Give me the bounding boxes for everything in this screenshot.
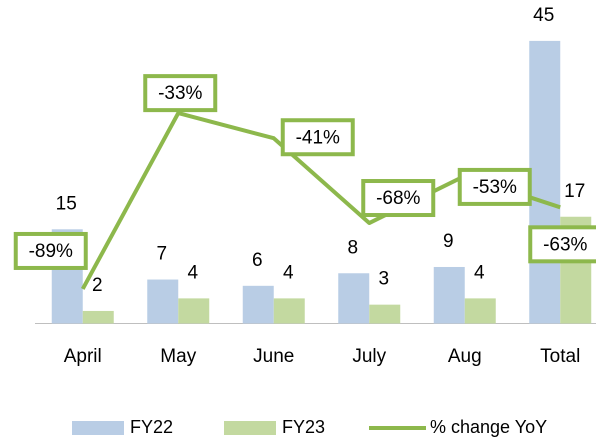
label-box [457,167,532,206]
label-box [280,118,355,157]
legend-label: FY23 [282,417,325,437]
x-tick-label: May [160,346,196,367]
bar-label: 4 [283,262,294,283]
legend-label: % change YoY [430,417,547,437]
bar [273,298,305,324]
bar-label: 6 [252,250,263,271]
line-label: -68% [376,188,420,209]
x-tick-label: June [253,346,294,367]
bar [178,298,210,324]
x-tick-label: Total [540,346,580,367]
bar [529,40,561,324]
bar-label: 4 [474,262,485,283]
bar-label: 15 [56,193,77,214]
bar-label: 9 [443,231,454,252]
label-box [13,231,88,270]
x-tick-label: Aug [448,346,482,367]
x-tick-label: April [64,346,102,367]
legend-swatch [72,421,124,435]
line-label: -53% [473,177,517,198]
bar-label: 4 [187,262,198,283]
legend-swatch [224,421,276,435]
bar-label: 45 [533,5,554,26]
bar [242,285,274,324]
legend-label: FY22 [130,417,173,437]
bar-label: 7 [156,244,167,265]
x-tick-label: July [352,346,386,367]
bar [433,266,465,324]
label-box [361,179,436,218]
line-label: -89% [29,241,73,262]
line-label: -41% [296,127,340,148]
bar [147,279,179,324]
line-label: -33% [158,83,202,104]
bar-label: 17 [564,181,585,202]
bar [82,310,114,324]
label-box [528,225,596,264]
label-box [143,74,218,113]
bar [464,298,496,324]
line-label: -63% [543,234,587,255]
bar-label: 8 [347,237,358,258]
bar [338,273,370,324]
bar [369,304,401,324]
bar-label: 2 [92,275,103,296]
bar-label: 3 [378,269,389,290]
